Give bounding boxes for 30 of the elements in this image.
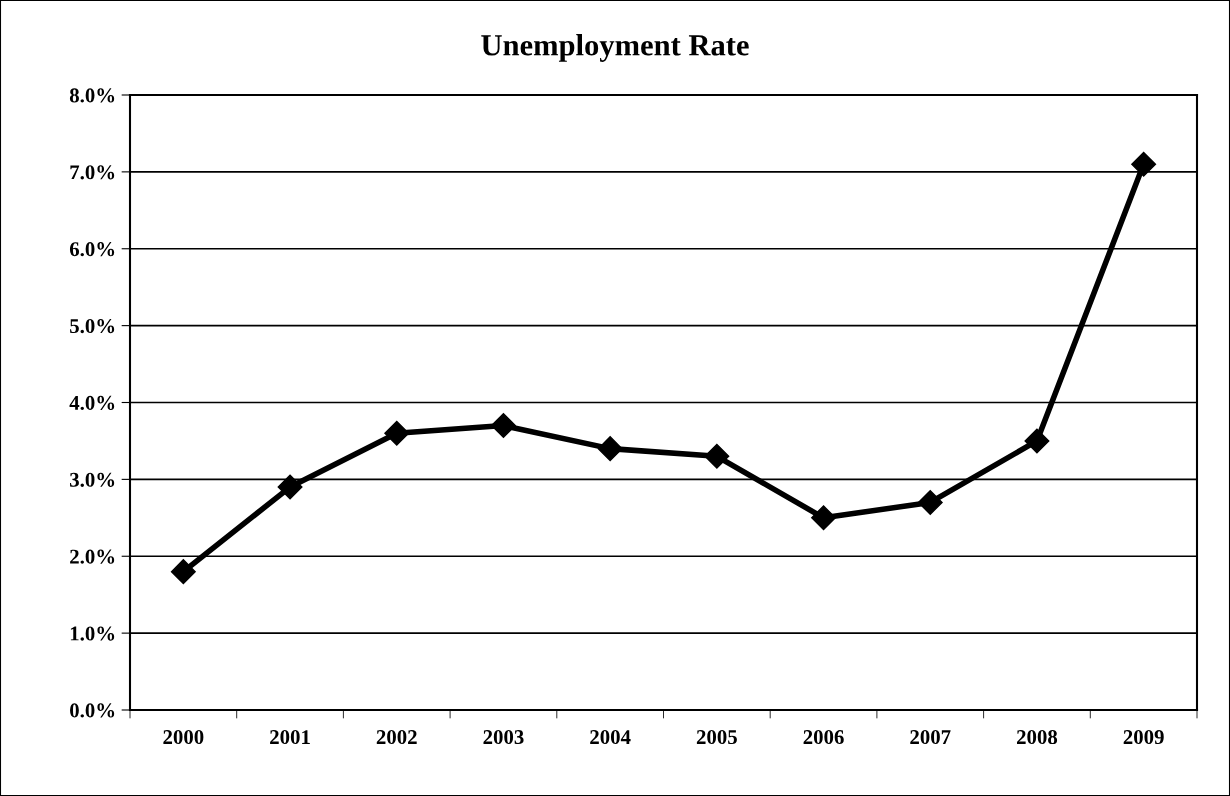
x-tick-label: 2007 xyxy=(910,730,951,745)
point xyxy=(1024,428,1050,454)
point xyxy=(170,559,196,585)
x-tick-label: 2002 xyxy=(376,730,417,745)
y-tick-label: 4.0% xyxy=(69,395,115,411)
x-tick-label: 2003 xyxy=(483,730,524,745)
x-tick-label: 2000 xyxy=(163,730,204,745)
point xyxy=(811,505,837,531)
y-tick-label: 7.0% xyxy=(70,165,115,180)
x-tick-label: 2005 xyxy=(696,730,737,745)
x-tick-label: 2008 xyxy=(1016,730,1058,745)
y-tick-label: 8.0% xyxy=(69,88,115,103)
y-tick-label: 3.0% xyxy=(70,472,115,487)
x-tick-label: 2009 xyxy=(1123,730,1164,745)
x-tick-label: 2006 xyxy=(803,730,844,745)
x-tick-label: 2001 xyxy=(270,730,310,745)
point xyxy=(384,420,410,446)
point xyxy=(704,443,730,469)
x-tick-label: 2004 xyxy=(590,730,631,745)
chart-title: Unemployment Rate xyxy=(481,34,749,62)
y-tick-label: 5.0% xyxy=(70,319,115,334)
y-tick-label: 2.0% xyxy=(70,549,115,564)
y-tick-label: 6.0% xyxy=(69,242,115,257)
point xyxy=(490,413,516,439)
y-tick-label: 1.0% xyxy=(70,626,115,641)
point xyxy=(917,489,943,515)
point xyxy=(1131,151,1157,177)
point xyxy=(277,474,303,500)
point xyxy=(597,436,623,462)
y-tick-label: 0.0% xyxy=(70,703,115,718)
